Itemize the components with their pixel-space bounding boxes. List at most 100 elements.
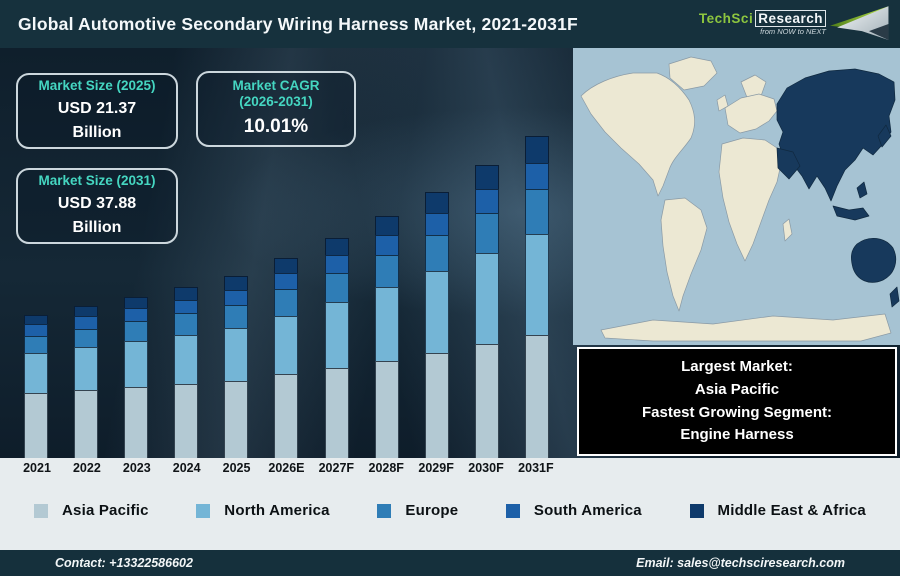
legend-label: Asia Pacific [62,502,149,519]
x-axis-label: 2022 [72,461,101,475]
stat-value-line2: Billion [72,218,122,236]
bar-segment [74,306,99,317]
bar-segment [524,162,549,190]
x-axis-label: 2027F [318,461,355,475]
x-axis-label: 2023 [122,461,151,475]
bar-segment [274,315,299,375]
bar-2028F [374,216,399,458]
stat-value-line1: USD 37.88 [57,195,137,213]
bar-segment [174,384,199,458]
stat-label-line1: Market CAGR [232,77,320,93]
bar-segment [524,234,549,336]
bar-segment [274,289,299,316]
legend-item-north-america: North America [196,502,330,519]
bar-segment [24,324,48,336]
bar-segment [424,213,449,236]
bar-segment [124,386,149,458]
bar-segment [74,389,99,458]
legend-swatch-asia-pacific [34,503,48,518]
stat-label-line2: (2026-2031) [239,93,313,109]
bar-segment [174,335,199,384]
legend-swatch-middle-east-africa [689,503,704,518]
logo-arrow-icon [830,6,889,40]
bar-segment [224,304,249,328]
logo-tagline: from NOW to NEXT [760,27,826,37]
bar-2030F [474,165,499,458]
stat-value-line2: Billion [72,123,122,141]
bar-segment [274,258,299,274]
footer-contact: Contact: +13322586602 [55,556,193,570]
bar-segment [324,255,349,274]
x-axis-label: 2026E [268,461,305,475]
chart-legend: Asia Pacific North America Europe South … [0,502,900,519]
bar-segment [224,327,249,381]
bar-segment [174,287,199,300]
bar-segment [124,307,149,321]
bar-2022 [74,306,99,458]
bar-segment [224,380,249,458]
bar-segment [224,289,249,305]
stat-box-market-size-2025: Market Size (2025) USD 21.37 Billion [16,73,178,149]
legend-label: South America [533,502,642,519]
header-bar: Global Automotive Secondary Wiring Harne… [0,0,900,48]
bar-segment [324,367,349,458]
bar-segment [474,189,499,214]
bar-segment [424,352,449,458]
logo-brand-primary: TechSci [698,10,754,26]
legend-item-south-america: South America [505,502,642,519]
bar-segment [524,189,549,235]
bar-segment [274,273,299,290]
chart-area: Market Size (2025) USD 21.37 Billion Mar… [0,48,900,458]
footer-email: Email: sales@techsciresearch.com [636,556,845,570]
bar-2029F [424,192,449,458]
bar-segment [374,235,399,255]
bar-segment [274,374,299,458]
market-callout-box: Largest Market: Asia Pacific Fastest Gro… [577,347,897,456]
bar-segment [174,299,199,314]
stat-box-market-size-2031: Market Size (2031) USD 37.88 Billion [16,168,178,244]
bar-segment [474,165,499,190]
x-axis-labels: 2021 2022 2023 2024 2025 2026E 2027F 2028F 2029F… [0,461,573,475]
bar-segment [124,341,149,387]
bar-segment [174,313,199,335]
bar-2024 [174,287,199,458]
stat-value-line1: USD 21.37 [57,100,137,118]
callout-line-largest-market: Largest Market: [681,357,793,375]
world-map [573,48,900,345]
x-axis-label: 2028F [368,461,404,475]
legend-swatch-north-america [196,503,211,518]
bar-segment [424,235,449,272]
bar-2021 [24,314,48,458]
bar-segment [374,254,399,288]
bar-segment [224,276,249,290]
bar-segment [24,353,48,393]
bar-segment [374,216,399,236]
bar-segment [324,238,349,256]
x-axis-label: 2030F [468,461,504,475]
stat-label: Market Size (2031) [38,173,156,189]
legend-label: North America [224,502,330,519]
bar-segment [124,296,149,308]
bar-segment [124,320,149,342]
bar-2026E [274,258,299,458]
legend-swatch-europe [377,503,392,518]
bar-segment [74,328,99,348]
stat-label: Market Size (2025) [38,78,156,94]
bar-segment [474,344,499,458]
bar-segment [24,392,48,458]
callout-line-fastest-segment-value: Engine Harness [680,426,794,444]
bar-segment [474,213,499,254]
bar-2025 [224,276,249,458]
bar-2023 [124,296,149,458]
bar-segment [524,335,549,458]
legend-item-middle-east-africa: Middle East & Africa [689,502,866,519]
legend-item-asia-pacific: Asia Pacific [34,502,149,519]
bar-segment [324,302,349,368]
bar-segment [424,271,449,353]
callout-line-largest-market-value: Asia Pacific [694,380,780,398]
x-axis-label: 2025 [222,461,251,475]
x-axis-label: 2029F [418,461,454,475]
bar-segment [474,253,499,345]
bar-segment [74,347,99,390]
